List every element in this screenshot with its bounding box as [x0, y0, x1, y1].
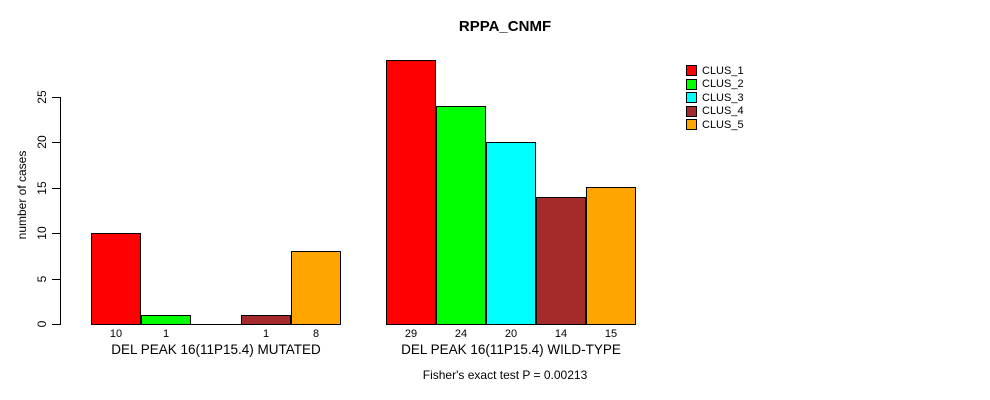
y-tick-label: 0	[35, 320, 49, 328]
legend-swatch-clus_4	[686, 105, 697, 117]
bar-value-label: 20	[504, 328, 518, 340]
legend-swatch-clus_1	[686, 65, 697, 77]
bar-value-label: 1	[262, 328, 270, 340]
bar-clus_5	[291, 251, 341, 325]
legend-label: CLUS_2	[702, 78, 744, 91]
bar-clus_2	[436, 106, 486, 325]
bar-clus_1	[91, 233, 141, 325]
y-tick	[52, 96, 60, 98]
legend-swatch-clus_2	[686, 78, 697, 90]
legend-label: CLUS_1	[702, 64, 744, 77]
group-axis-label: DEL PEAK 16(11P15.4) MUTATED	[111, 342, 321, 357]
y-tick-label: 20	[35, 135, 49, 149]
y-tick	[52, 278, 60, 280]
y-axis-title: number of cases	[15, 150, 29, 240]
y-tick	[52, 142, 60, 143]
legend-label: CLUS_4	[702, 105, 744, 118]
legend: CLUS_1 CLUS_2 CLUS_3 CLUS_4 CLUS_5	[686, 64, 744, 132]
legend-item: CLUS_1	[686, 64, 744, 78]
bar-clus_1	[386, 60, 436, 325]
bar-clus_2	[141, 315, 191, 325]
legend-item: CLUS_2	[686, 78, 744, 92]
bar-value-label: 14	[554, 328, 568, 340]
y-axis-line	[60, 96, 61, 325]
fisher-test-annotation: Fisher's exact test P = 0.00213	[422, 368, 588, 382]
y-tick-label: 10	[35, 226, 49, 240]
bar-value-label: 24	[454, 328, 468, 340]
legend-swatch-clus_5	[686, 119, 697, 131]
legend-swatch-clus_3	[686, 92, 697, 104]
group-baseline	[91, 324, 341, 325]
bar-clus_4	[241, 315, 291, 325]
y-tick	[52, 233, 60, 234]
bar-clus_3	[486, 142, 536, 325]
legend-label: CLUS_5	[702, 118, 744, 131]
bar-value-label: 10	[109, 328, 123, 340]
y-tick-label: 15	[35, 180, 49, 195]
bar-clus_5	[586, 187, 636, 325]
legend-item: CLUS_5	[686, 118, 744, 132]
bar-value-label: 29	[404, 328, 418, 340]
legend-item: CLUS_4	[686, 105, 744, 119]
y-tick-label: 5	[35, 275, 49, 282]
chart-title: RPPA_CNMF	[458, 18, 552, 35]
legend-label: CLUS_3	[702, 91, 744, 104]
bar-value-label: 15	[604, 328, 618, 340]
y-tick-label: 25	[35, 89, 49, 104]
bar-value-label: 1	[162, 328, 170, 340]
y-tick	[52, 187, 60, 189]
group-axis-label: DEL PEAK 16(11P15.4) WILD-TYPE	[401, 342, 621, 357]
y-tick	[52, 324, 60, 325]
legend-item: CLUS_3	[686, 91, 744, 105]
bar-clus_4	[536, 197, 586, 325]
bar-value-label: 8	[312, 328, 320, 340]
